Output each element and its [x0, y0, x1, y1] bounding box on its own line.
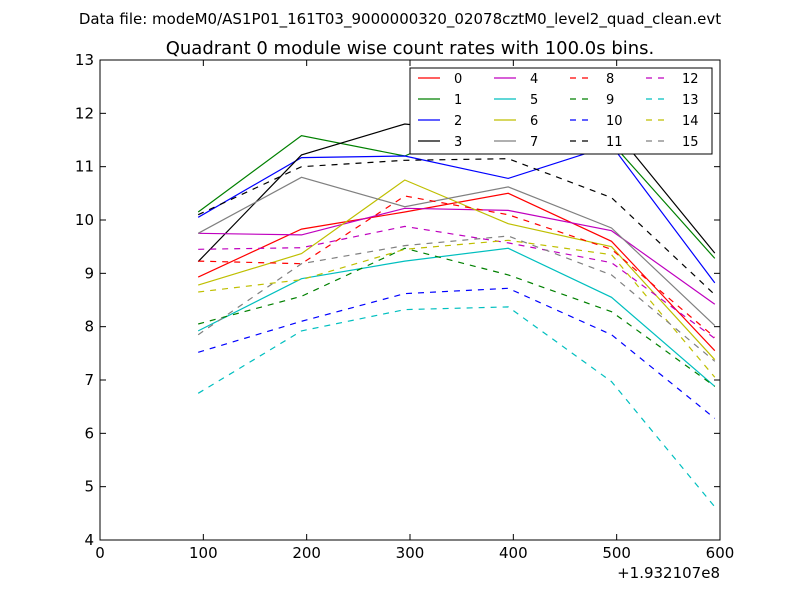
legend-label-3: 3	[454, 135, 462, 150]
legend-label-6: 6	[530, 114, 538, 129]
legend-label-15: 15	[682, 135, 699, 150]
legend-label-14: 14	[682, 114, 699, 129]
y-tick-label: 5	[84, 478, 94, 496]
series-line-12	[198, 225, 716, 339]
legend-label-5: 5	[530, 93, 538, 108]
legend-frame	[409, 67, 713, 155]
chart-title: Quadrant 0 module wise count rates with …	[166, 38, 655, 59]
legend-label-9: 9	[606, 93, 614, 108]
series-line-2	[197, 144, 716, 284]
legend-label-11: 11	[606, 135, 623, 150]
legend-label-2: 2	[454, 114, 462, 129]
series-line-14	[198, 239, 716, 378]
legend-label-10: 10	[606, 114, 623, 129]
y-tick-label: 12	[75, 104, 94, 122]
series-line-13	[197, 306, 716, 508]
y-tick-label: 10	[75, 211, 94, 229]
y-tick-label: 8	[84, 318, 94, 336]
series-lines	[197, 110, 716, 508]
series-line-4	[198, 207, 716, 305]
legend-label-7: 7	[530, 135, 538, 150]
x-tick-label: 400	[499, 544, 528, 562]
y-tick-label: 13	[75, 51, 94, 69]
series-line-7	[197, 176, 716, 327]
figure-title: Data file: modeM0/AS1P01_161T03_90000003…	[79, 10, 721, 29]
legend-label-0: 0	[454, 72, 462, 87]
series-line-0	[197, 192, 716, 352]
y-tick-label: 6	[84, 424, 94, 442]
x-tick-label: 300	[396, 544, 425, 562]
y-tick-label: 4	[84, 531, 94, 549]
series-line-5	[197, 247, 716, 387]
x-tick-label: 200	[292, 544, 321, 562]
legend-label-13: 13	[682, 93, 699, 108]
series-line-9	[198, 247, 716, 387]
legend-label-12: 12	[682, 72, 699, 87]
series-line-11	[197, 158, 716, 296]
x-offset-label: +1.932107e8	[617, 564, 720, 582]
series-line-6	[198, 179, 716, 361]
series-line-10	[198, 287, 716, 419]
legend-label-4: 4	[530, 72, 538, 87]
legend-label-1: 1	[454, 93, 462, 108]
legend-label-8: 8	[606, 72, 614, 87]
x-tick-label: 100	[189, 544, 218, 562]
series-line-8	[198, 195, 716, 338]
x-tick-label: 500	[602, 544, 631, 562]
y-tick-label: 11	[75, 158, 94, 176]
x-tick-label: 0	[95, 544, 105, 562]
y-tick-label: 7	[84, 371, 94, 389]
x-tick-label: 600	[706, 544, 735, 562]
y-tick-label: 9	[84, 264, 94, 282]
